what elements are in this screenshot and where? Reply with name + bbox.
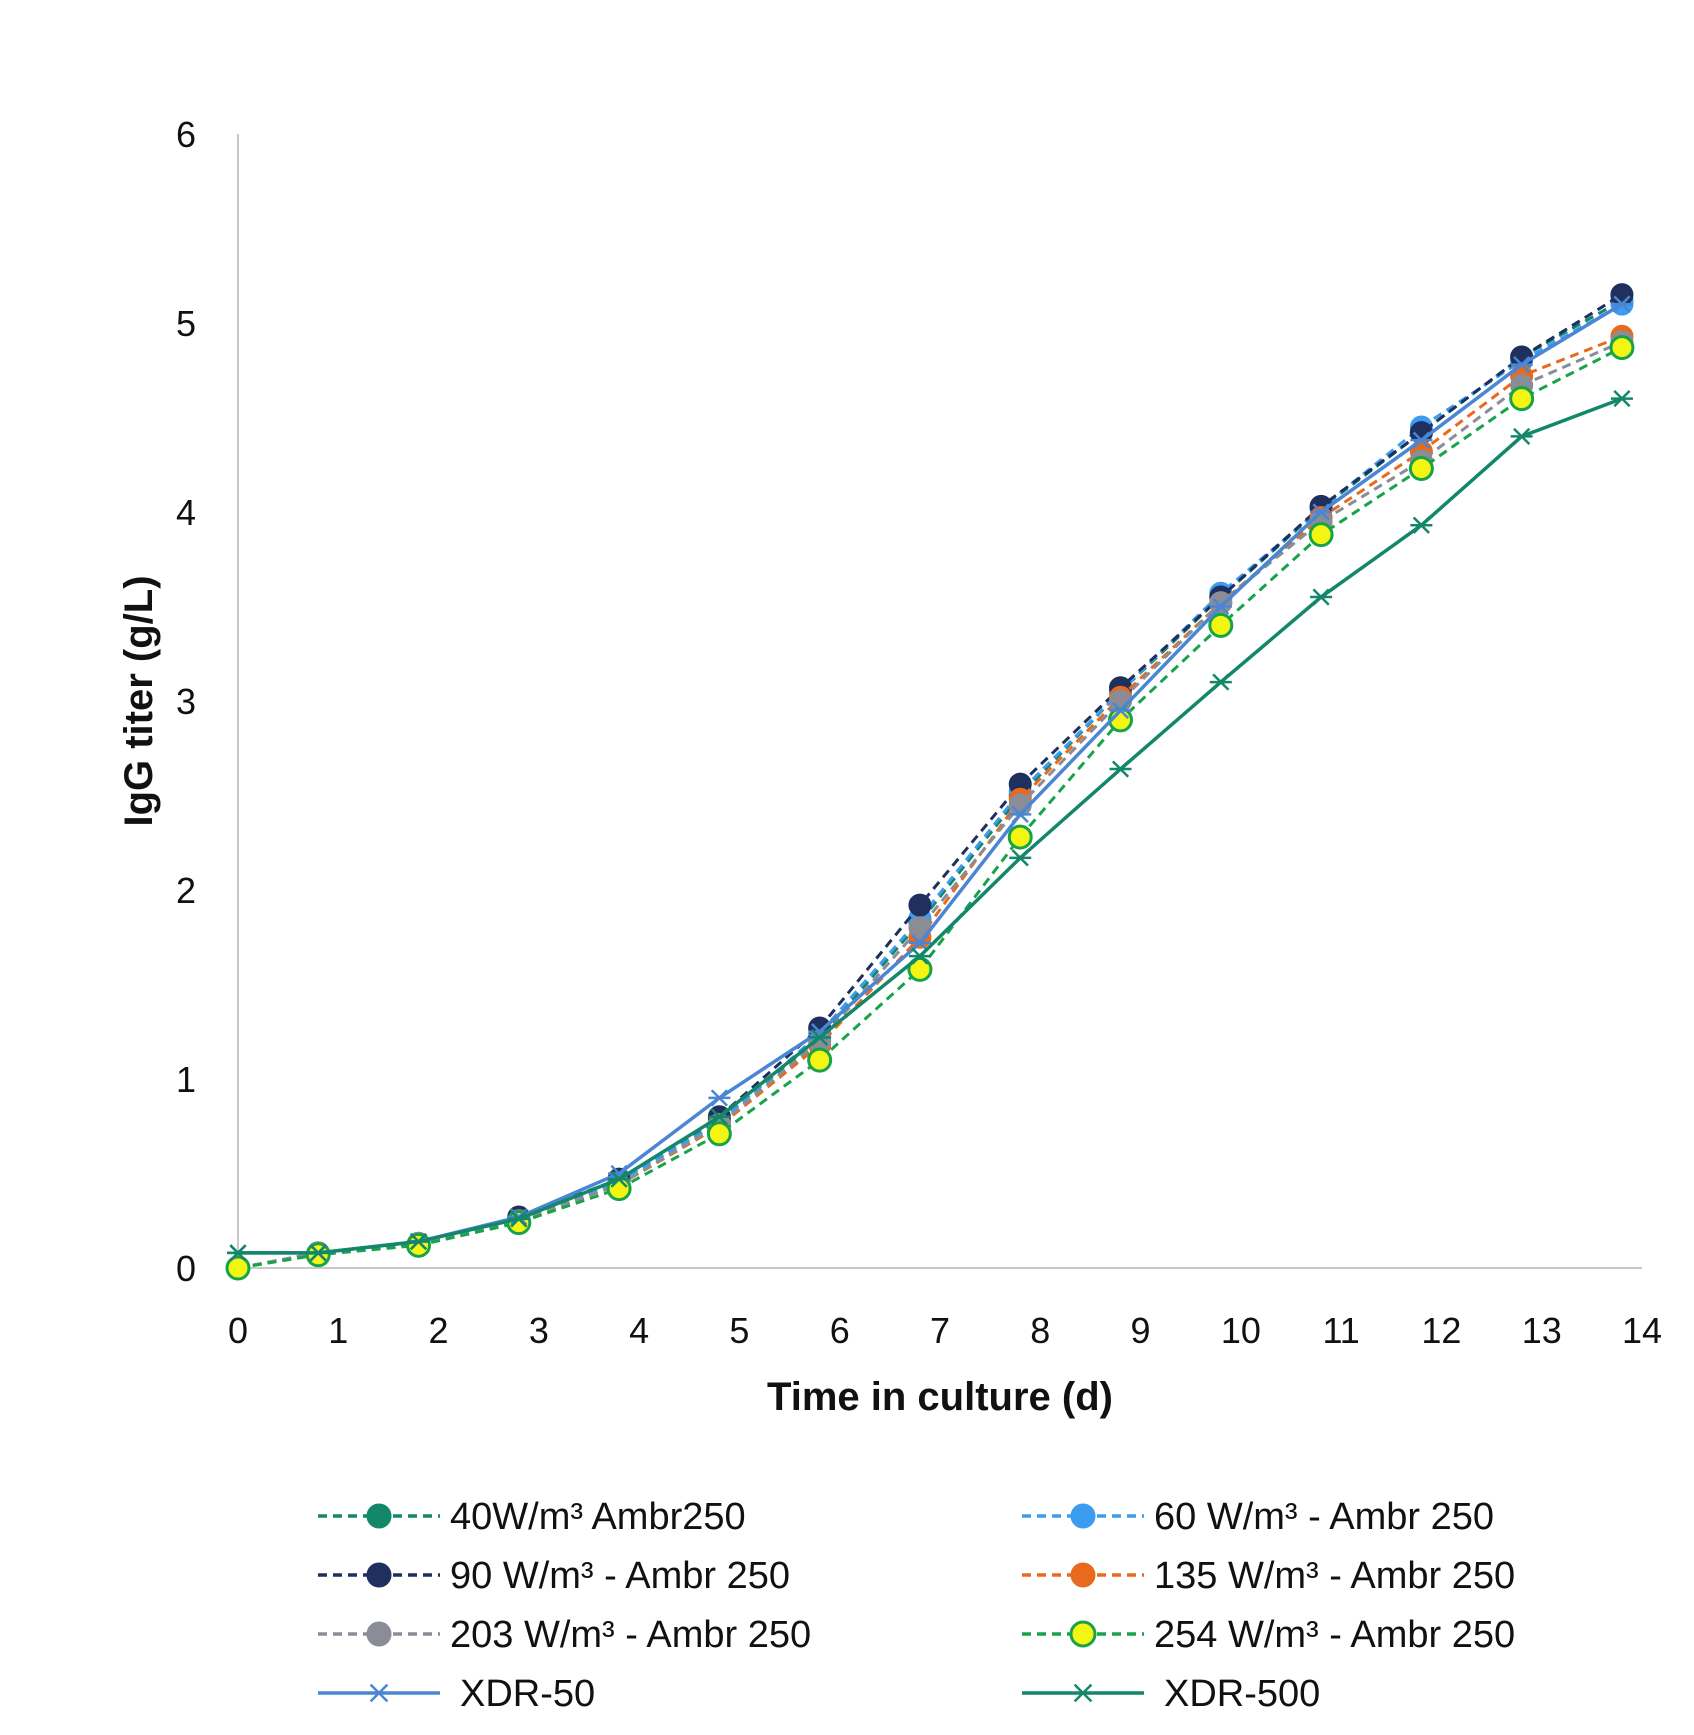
- legend-item: 40W/m³ Ambr250: [318, 1496, 746, 1538]
- legend-label: 254 W/m³ - Ambr 250: [1154, 1614, 1515, 1656]
- x-tick-label: 4: [629, 1310, 649, 1351]
- data-point: [1109, 701, 1132, 720]
- x-tick-label: 6: [830, 1310, 850, 1351]
- data-point: [1408, 456, 1434, 482]
- x-tick-label: 0: [228, 1310, 248, 1351]
- data-point: [1009, 805, 1032, 823]
- y-tick-label: 0: [176, 1248, 196, 1289]
- y-tick-label: 6: [176, 114, 196, 155]
- y-tick-label: 3: [176, 681, 196, 722]
- series-7: [227, 295, 1633, 1262]
- data-point: [305, 1242, 331, 1268]
- x-tick-label: 8: [1030, 1310, 1050, 1351]
- data-point: [225, 1255, 251, 1281]
- data-point: [1410, 516, 1433, 534]
- data-point: [908, 934, 931, 952]
- data-point: [1009, 849, 1032, 867]
- data-point: [407, 1232, 430, 1251]
- data-point: [1070, 1562, 1096, 1588]
- legend-item: 135 W/m³ - Ambr 250: [1022, 1555, 1515, 1597]
- data-point: [708, 1089, 731, 1107]
- x-tick-label: 3: [529, 1310, 549, 1351]
- data-point: [706, 1121, 732, 1147]
- data-point: [908, 893, 932, 917]
- legend-label: XDR-500: [1164, 1673, 1320, 1715]
- data-point: [1610, 295, 1633, 313]
- x-tick-label: 5: [729, 1310, 749, 1351]
- series-line: [238, 396, 1623, 1255]
- data-point: [1310, 588, 1333, 606]
- x-tick-label: 14: [1622, 1310, 1662, 1351]
- y-tick-label: 2: [176, 870, 196, 911]
- legend-label: XDR-50: [460, 1673, 595, 1715]
- data-point: [1071, 1683, 1095, 1703]
- data-point: [1310, 503, 1333, 521]
- data-point: [227, 1244, 249, 1262]
- data-point: [366, 1503, 392, 1529]
- data-point: [507, 1210, 530, 1228]
- series-layer: [225, 283, 1635, 1281]
- data-point: [1007, 824, 1033, 850]
- data-point: [1509, 386, 1535, 412]
- data-point: [808, 1028, 831, 1047]
- data-point: [1609, 335, 1635, 361]
- legend-label: 90 W/m³ - Ambr 250: [450, 1555, 790, 1597]
- x-tick-label: 13: [1522, 1310, 1562, 1351]
- series-line: [237, 346, 1623, 1270]
- data-point: [608, 1170, 631, 1188]
- y-tick-label: 4: [176, 492, 196, 533]
- data-point: [1209, 673, 1232, 691]
- legend-label: 135 W/m³ - Ambr 250: [1154, 1555, 1515, 1597]
- data-point: [307, 1244, 330, 1262]
- legend-item: XDR-500: [1022, 1673, 1320, 1715]
- data-point: [367, 1683, 391, 1703]
- data-point: [708, 1108, 731, 1126]
- legend-item: 203 W/m³ - Ambr 250: [318, 1614, 811, 1656]
- data-point: [1510, 427, 1533, 445]
- x-tick-label: 12: [1421, 1310, 1461, 1351]
- x-tick-label: 9: [1131, 1310, 1151, 1351]
- y-tick-label: 5: [176, 303, 196, 344]
- x-tick-label: 7: [930, 1310, 950, 1351]
- legend: 40W/m³ Ambr250 60 W/m³ - Ambr 250 90 W/m³ …: [318, 1496, 1515, 1715]
- data-point: [1109, 760, 1132, 778]
- x-tick-label: 1: [328, 1310, 348, 1351]
- legend-label: 203 W/m³ - Ambr 250: [450, 1614, 811, 1656]
- data-point: [1069, 1620, 1097, 1648]
- axes: [237, 134, 1642, 1269]
- series-6: [225, 335, 1635, 1281]
- legend-item: XDR-50: [318, 1673, 595, 1715]
- data-point: [366, 1562, 392, 1588]
- data-point: [1610, 390, 1633, 408]
- series-3: [226, 283, 1634, 1280]
- y-tick-label: 1: [176, 1059, 196, 1100]
- data-point: [1070, 1503, 1096, 1529]
- x-tick-label: 2: [429, 1310, 449, 1351]
- y-axis-title: IgG titer (g/L): [117, 575, 161, 826]
- legend-label: 40W/m³ Ambr250: [450, 1496, 746, 1538]
- x-tick-label: 10: [1221, 1310, 1261, 1351]
- legend-item: 254 W/m³ - Ambr 250: [1022, 1614, 1515, 1656]
- legend-item: 60 W/m³ - Ambr 250: [1022, 1496, 1494, 1538]
- data-point: [1208, 612, 1234, 638]
- data-point: [908, 947, 931, 965]
- data-point: [807, 1047, 833, 1073]
- data-point: [1510, 355, 1533, 374]
- data-point: [406, 1232, 432, 1258]
- series-8: [227, 390, 1633, 1262]
- legend-item: 90 W/m³ - Ambr 250: [318, 1555, 790, 1597]
- x-axis-title: Time in culture (d): [767, 1375, 1113, 1419]
- x-tick-label: 11: [1322, 1310, 1359, 1351]
- data-point: [1308, 522, 1334, 548]
- legend-label: 60 W/m³ - Ambr 250: [1154, 1496, 1494, 1538]
- data-point: [366, 1621, 392, 1647]
- data-point: [1209, 591, 1233, 615]
- data-point: [1410, 431, 1433, 449]
- series-line: [237, 340, 1623, 1270]
- data-point: [1209, 597, 1232, 616]
